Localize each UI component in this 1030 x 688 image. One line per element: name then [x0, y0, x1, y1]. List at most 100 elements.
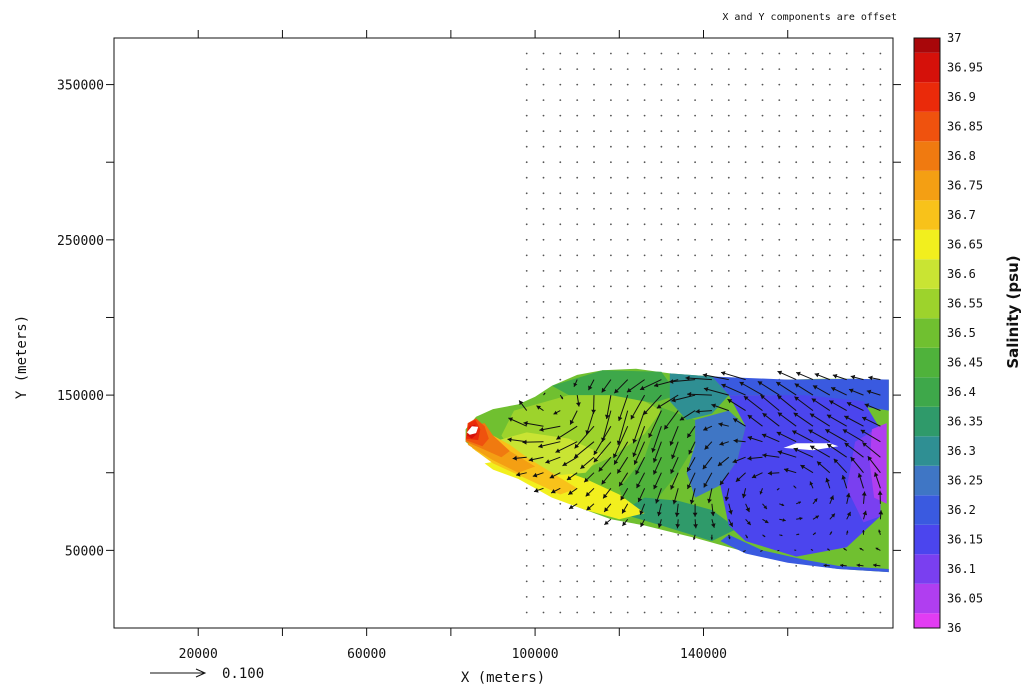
velocity-arrow [767, 470, 780, 476]
vector-dot [727, 99, 730, 101]
vector-dot [643, 207, 646, 210]
velocity-arrow [573, 379, 578, 388]
vector-dot [525, 285, 528, 288]
vector-dot [610, 161, 612, 164]
vector-dot [694, 99, 696, 101]
vector-dot [727, 176, 730, 179]
velocity-arrow [653, 456, 662, 475]
vector-dot [761, 161, 764, 164]
vector-dot [879, 99, 882, 101]
vector-dot [660, 99, 663, 101]
vector-dot [711, 270, 713, 272]
velocity-arrow [593, 441, 612, 463]
velocity-arrow [556, 425, 578, 440]
vector-dot [660, 68, 663, 70]
vector-dot [711, 176, 713, 179]
vector-dot [795, 332, 798, 334]
velocity-arrow [688, 441, 696, 455]
vector-dot [744, 68, 747, 70]
vector-dot [559, 301, 562, 303]
colorbar-swatch [914, 613, 940, 629]
vector-dot [694, 549, 696, 552]
vector-dot [862, 580, 865, 583]
vector-dot [610, 611, 612, 614]
vector-dot [778, 347, 781, 350]
vector-dot [879, 83, 882, 86]
vector-dot [778, 270, 781, 272]
velocity-arrow [728, 503, 733, 515]
velocity-arrow [762, 412, 780, 427]
velocity-arrow [861, 491, 867, 504]
vector-dot [525, 52, 528, 55]
vector-dot [626, 192, 629, 195]
vector-dot [778, 99, 781, 101]
vector-dot [744, 52, 747, 55]
colorbar-tick-label: 36.2 [947, 503, 976, 517]
salinity-patch-36-25 [686, 410, 746, 498]
vector-dot [812, 145, 814, 148]
vector-dot [694, 145, 696, 148]
vector-dot [660, 580, 663, 583]
vector-dot [711, 130, 713, 133]
vector-dot [711, 145, 713, 148]
vector-dot [542, 518, 545, 521]
vector-dot [795, 207, 798, 210]
vector-dot [542, 238, 545, 241]
vector-dot [845, 611, 848, 614]
vector-dot [727, 270, 730, 272]
vector-dot [593, 238, 595, 241]
y-tick-label: 250000 [57, 234, 104, 249]
vector-dot [778, 238, 781, 241]
vector-dot [862, 363, 865, 365]
velocity-arrow [671, 441, 679, 460]
vector-dot [879, 223, 882, 226]
vector-dot [559, 347, 562, 350]
vector-dot [677, 161, 680, 164]
velocity-arrow [707, 488, 713, 504]
vector-dot [828, 611, 831, 614]
vector-dot [677, 207, 680, 210]
vector-dot [660, 363, 663, 365]
vector-dot [795, 580, 798, 583]
vector-dot [626, 270, 629, 272]
velocity-arrow [586, 503, 595, 511]
velocity-arrow [846, 530, 849, 535]
vector-dot [727, 316, 730, 319]
x-tick-label: 20000 [179, 647, 218, 662]
vector-dot [593, 596, 595, 598]
vector-dot [542, 207, 545, 210]
vector-dot [711, 254, 713, 257]
vector-dot [677, 363, 680, 365]
vector-dot [828, 347, 831, 350]
vector-dot [677, 565, 680, 567]
vector-dot [879, 161, 882, 164]
vector-dot [795, 99, 798, 101]
vector-dot [610, 347, 612, 350]
velocity-arrow [675, 519, 681, 529]
vector-dot [845, 207, 848, 210]
vector-dot [542, 363, 545, 365]
y-tick-label: 350000 [57, 79, 104, 94]
vector-dot [795, 285, 798, 288]
vector-dot [525, 301, 528, 303]
velocity-arrow [735, 472, 746, 483]
velocity-arrow [703, 472, 713, 488]
velocity-arrow [810, 548, 814, 551]
velocity-arrow [670, 472, 679, 490]
y-tick-label: 50000 [65, 544, 104, 559]
vector-dot [727, 207, 730, 210]
velocity-arrow [585, 410, 595, 435]
colorbar-swatch [914, 259, 940, 289]
vector-dot [828, 145, 831, 148]
vector-dot [761, 596, 764, 598]
vector-dot [626, 533, 629, 536]
vector-dot [576, 52, 579, 55]
vector-dot [559, 332, 562, 334]
vector-dot [795, 223, 798, 226]
vector-dot [525, 347, 528, 350]
vector-dot [525, 596, 528, 598]
vector-dot [727, 83, 730, 86]
vector-dot [694, 161, 696, 164]
vector-dot [845, 285, 848, 288]
vector-dot [677, 549, 680, 552]
